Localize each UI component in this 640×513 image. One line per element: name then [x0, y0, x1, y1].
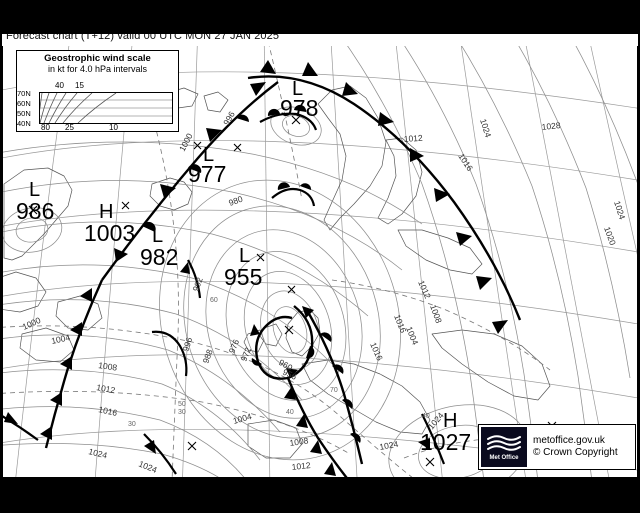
high-value-1027: 1027: [420, 429, 472, 455]
low-value-986: 986: [16, 198, 55, 224]
occlusion-spiral-955: [250, 305, 315, 380]
legend-scale-box: [39, 92, 173, 124]
legend-title: Geostrophic wind scale: [44, 53, 151, 64]
isobar-label: 1016: [98, 404, 119, 418]
low-marker-977: L: [203, 144, 215, 166]
isobar-label: 996: [180, 336, 194, 353]
high-marker-1003: H: [99, 201, 114, 223]
isobars: [2, 34, 638, 478]
legend-lat-70n: 70N: [17, 89, 31, 98]
legend-bottom-value-10: 10: [109, 123, 118, 132]
low-marker-978: L: [292, 78, 304, 100]
low-marker-955: L: [239, 245, 251, 267]
met-office-flag-icon: Met Office: [481, 427, 527, 467]
met-office-logo-panel[interactable]: Met Office metoffice.gov.uk © Crown Copy…: [478, 424, 636, 470]
high-marker-1027: H: [443, 410, 458, 432]
wind-scale-ticks: 60 70 30 30 40 40 50: [128, 297, 430, 428]
front-near-high-1027: [418, 413, 446, 465]
isobar-label: 1012: [403, 133, 423, 144]
isobar-label: 980: [227, 194, 244, 208]
isobar-label: 1008: [98, 360, 118, 373]
isobar-label: 992: [190, 276, 204, 293]
isobar-label: 988: [200, 348, 214, 365]
high-value-1003: 1003: [84, 220, 136, 246]
chart-title-bar: Forecast chart (T+12) valid 00 UTC MON 2…: [2, 34, 638, 46]
isobar-label: 1012: [291, 460, 311, 472]
svg-text:50: 50: [178, 401, 186, 408]
legend-top-value-15: 15: [75, 81, 84, 90]
isobar-label: 1024: [379, 439, 400, 452]
isobar-label: 1008: [289, 435, 309, 448]
cold-front-southeast: [143, 433, 177, 475]
met-office-url[interactable]: metoffice.gov.uk: [533, 435, 605, 446]
legend-bottom-value-25: 25: [65, 123, 74, 132]
cold-front-trailing-west: [40, 279, 104, 449]
cold-front-greenland-tail: [2, 412, 39, 441]
low-value-978: 978: [280, 95, 319, 121]
legend-top-value-40: 40: [55, 81, 64, 90]
logo-text-block: metoffice.gov.uk © Crown Copyright: [529, 425, 635, 469]
met-office-brand-text: Met Office: [489, 454, 519, 461]
front-segment-982: [180, 259, 202, 299]
warm-front-978: [259, 104, 318, 131]
svg-text:30: 30: [178, 409, 186, 416]
legend-subtitle: in kt for 4.0 hPa intervals: [47, 64, 148, 74]
svg-text:70: 70: [330, 387, 338, 394]
low-marker-986: L: [29, 179, 41, 201]
coastlines: [2, 85, 551, 459]
cold-front-biscay: [284, 377, 349, 478]
svg-text:60: 60: [210, 297, 218, 304]
svg-text:40: 40: [422, 413, 430, 420]
legend-lat-50n: 50N: [17, 109, 31, 118]
centre-markers: [28, 115, 557, 467]
isobar-labels: 1000 996 980 992 996 988 976 972 960 956…: [21, 109, 628, 475]
low-value-955: 955: [224, 264, 263, 290]
warm-front-central-low: [306, 311, 364, 465]
legend-bottom-value-80: 80: [41, 123, 50, 132]
geostrophic-wind-scale-legend: Geostrophic wind scale in kt for 4.0 hPa…: [16, 50, 179, 132]
isobar-label: 1012: [96, 382, 117, 395]
page-title: Forecast chart (T+12) valid 00 UTC MON 2…: [6, 34, 280, 42]
svg-text:40: 40: [286, 409, 294, 416]
isobar-label: 1028: [541, 120, 561, 132]
low-value-982: 982: [140, 244, 179, 270]
svg-text:30: 30: [128, 421, 136, 428]
copyright-text: © Crown Copyright: [533, 447, 618, 458]
isobar-label: 1024: [88, 446, 109, 460]
cold-front-scandinavia: [247, 60, 522, 334]
occlusion-uk: [151, 330, 188, 377]
legend-lat-60n: 60N: [17, 99, 31, 108]
low-value-977: 977: [188, 161, 227, 187]
front-segment-below-978: [271, 182, 316, 207]
legend-lat-40n: 40N: [17, 119, 31, 128]
isobar-label: 1004: [50, 332, 71, 346]
low-marker-982: L: [152, 225, 164, 247]
occluded-front-iceland: [101, 81, 279, 281]
